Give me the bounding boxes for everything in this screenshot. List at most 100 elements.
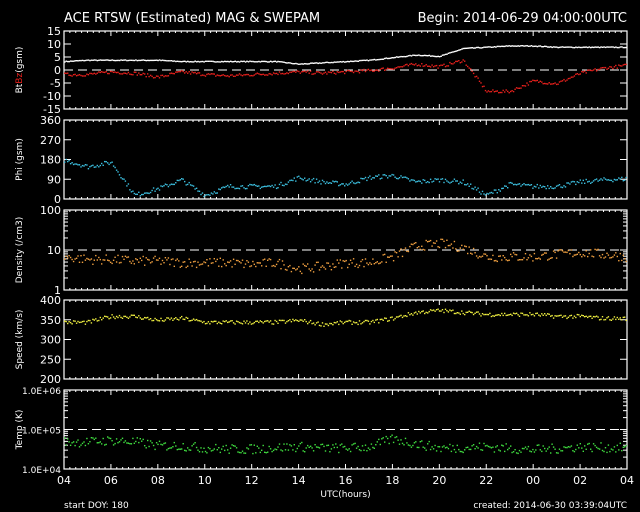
speed-point (554, 315, 556, 317)
bz-point (209, 73, 211, 76)
bt-point (582, 46, 585, 48)
bt-point (240, 60, 242, 62)
phi-point (591, 181, 593, 183)
phi-point (459, 181, 461, 183)
speed-point (474, 312, 476, 314)
temp-point (598, 448, 601, 450)
bt-point (587, 46, 589, 49)
bz-point (96, 72, 98, 74)
speed-point (170, 317, 173, 319)
speed-point (373, 321, 375, 324)
bt-point (536, 45, 539, 48)
bt-point (309, 62, 312, 64)
speed-point (74, 320, 76, 322)
speed-point (102, 317, 104, 319)
speed-point (361, 322, 364, 324)
speed-point (595, 315, 598, 317)
density-point (65, 255, 67, 257)
phi-point (607, 179, 610, 181)
temp-point (315, 446, 318, 448)
temp-point (518, 449, 521, 452)
bz-point (147, 73, 149, 75)
bz-point (517, 87, 519, 89)
bt-point (419, 54, 422, 57)
density-y-tick-label: 10 (47, 244, 61, 257)
speed-point (317, 321, 319, 323)
phi-point (246, 187, 248, 190)
phi-point (440, 178, 442, 180)
temp-point (444, 447, 447, 449)
x-axis-label: UTC(hours) (320, 490, 370, 500)
temp-point (77, 439, 79, 441)
speed-point (309, 319, 312, 322)
density-point (465, 245, 467, 248)
temp-point (201, 451, 204, 453)
bt-point (502, 45, 505, 48)
bz-point (606, 68, 608, 70)
speed-point (437, 308, 439, 310)
speed-point (504, 312, 506, 315)
phi-point (578, 181, 580, 184)
bt-point (453, 50, 456, 53)
bt-point (447, 52, 450, 54)
bz-point (105, 71, 107, 73)
phi-point (384, 174, 386, 176)
bz-point (510, 90, 512, 93)
density-point (364, 258, 367, 260)
bz-point (594, 68, 596, 70)
density-point (206, 259, 208, 261)
x-tick-label: 08 (151, 474, 165, 487)
bt-point (212, 60, 214, 63)
phi-point (587, 181, 589, 183)
density-point (101, 263, 103, 265)
bz-point (579, 73, 581, 75)
bt-point (108, 59, 110, 62)
bz-point (468, 67, 470, 69)
bz-point (535, 80, 537, 82)
bt-point (298, 63, 300, 65)
phi-point (327, 182, 330, 184)
temp-point (278, 443, 281, 445)
speed-point (400, 314, 402, 317)
temp-point (163, 442, 165, 445)
speed-point (523, 314, 525, 316)
speed-point (456, 312, 458, 314)
bz-point (144, 73, 146, 75)
bz-point (241, 75, 244, 77)
bt-point (87, 59, 90, 61)
bz-point (302, 70, 304, 73)
bz-point (357, 70, 359, 73)
speed-point (561, 316, 564, 318)
bt-point (598, 46, 601, 49)
temp-point (204, 450, 207, 453)
temp-point (591, 450, 593, 453)
temp-point (206, 452, 208, 454)
temp-point (72, 441, 75, 443)
x-tick-label: 02 (573, 474, 587, 487)
phi-point (472, 188, 475, 190)
x-tick-label: 14 (292, 474, 306, 487)
phi-point (72, 163, 75, 166)
density-point (81, 261, 84, 263)
temp-point (237, 451, 239, 453)
speed-point (510, 313, 512, 315)
density-point (170, 258, 173, 261)
bz-point (192, 72, 195, 74)
speed-point (427, 312, 429, 314)
density-point (406, 250, 408, 252)
phi-point (258, 185, 260, 187)
temp-point (149, 440, 152, 442)
bz-point (212, 73, 214, 75)
bt-point (567, 46, 570, 48)
density-point (135, 258, 137, 260)
phi-point (278, 183, 281, 186)
bt-point (98, 59, 100, 61)
phi-point (139, 195, 141, 197)
bz-point (447, 65, 450, 67)
phi-point (468, 185, 470, 187)
density-point (298, 266, 300, 268)
density-point (184, 261, 186, 263)
bz-point (197, 72, 199, 74)
speed-point (512, 312, 515, 314)
speed-point (367, 320, 370, 322)
